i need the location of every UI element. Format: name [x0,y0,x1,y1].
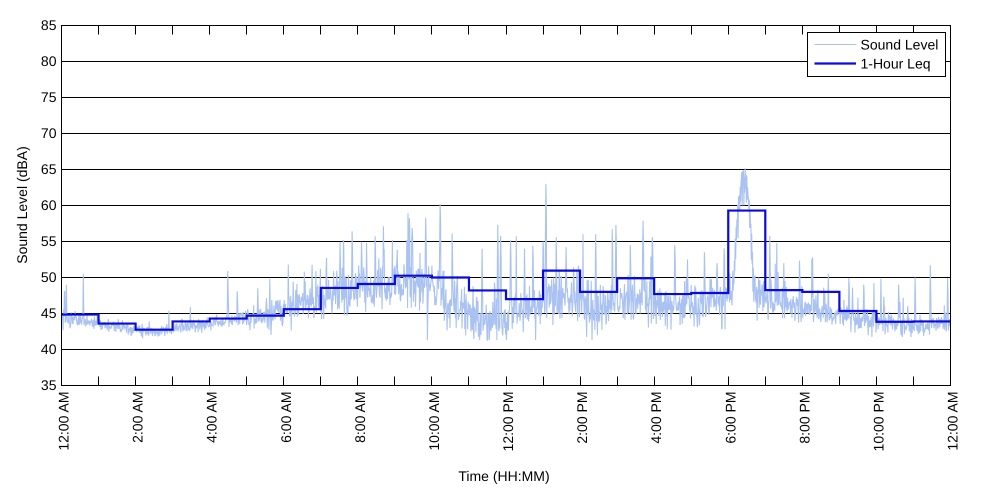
svg-text:80: 80 [41,53,57,69]
svg-text:6:00 AM: 6:00 AM [278,392,294,443]
svg-text:45: 45 [41,305,57,321]
svg-text:12:00 AM: 12:00 AM [56,392,72,451]
svg-text:2:00 AM: 2:00 AM [130,392,146,443]
svg-text:1-Hour Leq: 1-Hour Leq [861,56,931,72]
svg-text:60: 60 [41,197,57,213]
svg-text:55: 55 [41,233,57,249]
svg-text:10:00 AM: 10:00 AM [426,392,442,451]
svg-text:8:00 AM: 8:00 AM [352,392,368,443]
svg-text:40: 40 [41,341,57,357]
svg-text:65: 65 [41,161,57,177]
svg-text:12:00 AM: 12:00 AM [945,392,961,451]
svg-text:Time (HH:MM): Time (HH:MM) [458,468,549,484]
svg-text:Sound Level (dBA): Sound Level (dBA) [14,146,30,264]
svg-text:Sound Level: Sound Level [861,37,939,53]
svg-text:4:00 AM: 4:00 AM [204,392,220,443]
svg-text:85: 85 [41,17,57,33]
svg-text:70: 70 [41,125,57,141]
svg-text:50: 50 [41,269,57,285]
svg-text:4:00 PM: 4:00 PM [648,392,664,444]
svg-text:35: 35 [41,377,57,393]
svg-text:75: 75 [41,89,57,105]
svg-text:6:00 PM: 6:00 PM [722,392,738,444]
svg-text:2:00 PM: 2:00 PM [574,392,590,444]
svg-text:8:00 PM: 8:00 PM [796,392,812,444]
svg-text:10:00 PM: 10:00 PM [870,392,886,452]
svg-text:12:00 PM: 12:00 PM [500,392,516,452]
